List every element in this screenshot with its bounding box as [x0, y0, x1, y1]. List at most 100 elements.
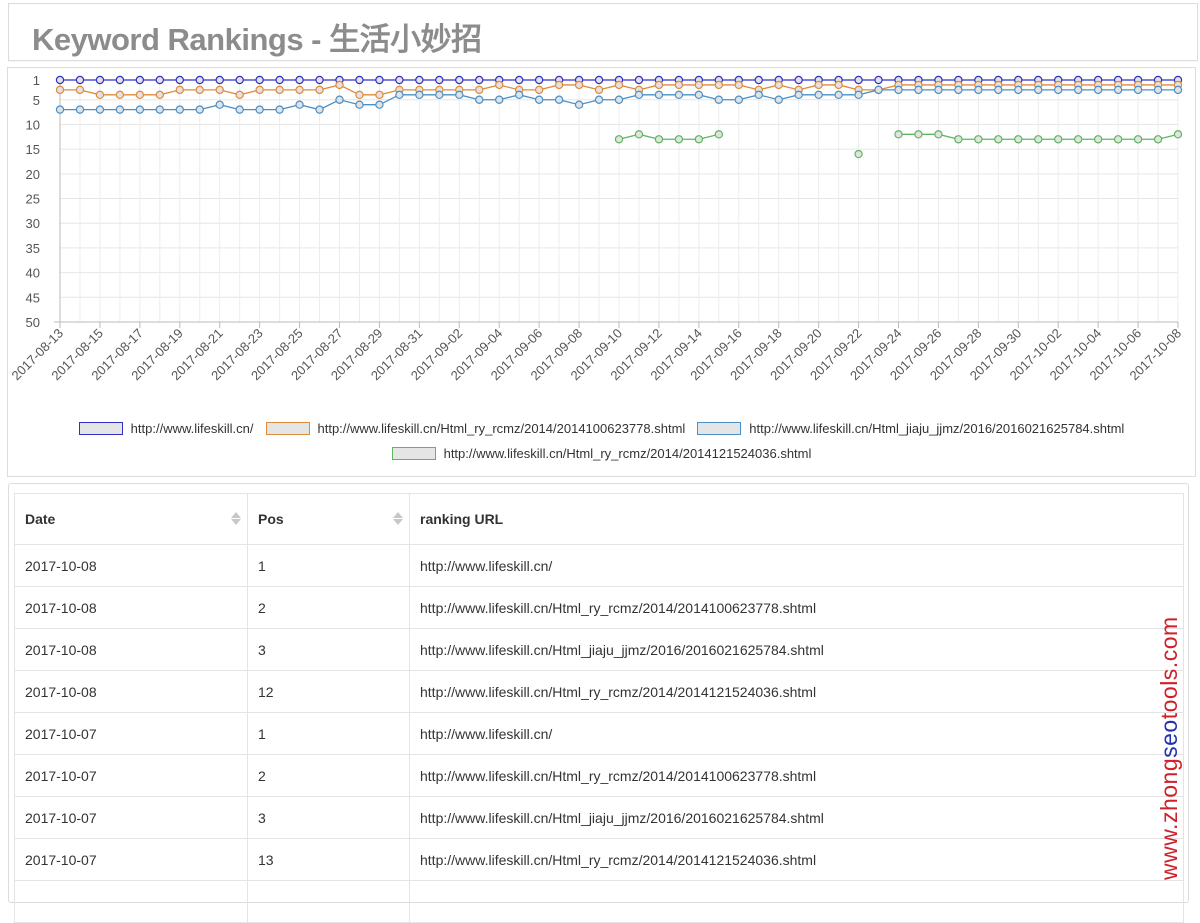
chart-legend: http://www.lifeskill.cn/http://www.lifes… [8, 418, 1195, 468]
data-point [235, 90, 244, 100]
cell-url [409, 880, 1184, 923]
legend-label: http://www.lifeskill.cn/Html_jiaju_jjmz/… [749, 421, 1125, 436]
cell-url: http://www.lifeskill.cn/Html_ry_rcmz/201… [409, 670, 1184, 713]
data-point [1153, 85, 1163, 95]
data-point [1113, 85, 1123, 95]
cell-date: 2017-10-07 [14, 796, 248, 839]
data-point [475, 85, 484, 95]
data-point [1054, 135, 1063, 144]
data-point [614, 95, 624, 104]
data-point [1133, 135, 1143, 144]
data-point [355, 100, 364, 109]
legend-item[interactable]: http://www.lifeskill.cn/ [78, 421, 254, 436]
data-point [554, 95, 564, 104]
data-point [1073, 85, 1083, 95]
data-point [255, 75, 264, 85]
legend-item[interactable]: http://www.lifeskill.cn/Html_jiaju_jjmz/… [697, 421, 1124, 436]
data-point [834, 80, 843, 90]
table-row: 2017-10-08 1 http://www.lifeskill.cn/ [14, 544, 1184, 587]
data-point [574, 100, 584, 109]
data-point [215, 100, 224, 109]
data-point [954, 85, 963, 95]
cell-date: 2017-10-07 [14, 754, 248, 797]
data-point [1173, 130, 1183, 139]
data-point [674, 90, 684, 100]
table-row: 2017-10-08 3 http://www.lifeskill.cn/Htm… [14, 628, 1184, 671]
table-header-row: Date Pos ranking URL [14, 493, 1184, 545]
data-point [135, 90, 145, 100]
data-point [75, 75, 85, 85]
data-point [954, 135, 963, 144]
data-point [634, 75, 644, 85]
data-point [754, 75, 763, 85]
data-point [495, 80, 504, 90]
data-point [1133, 85, 1143, 95]
data-point [175, 75, 184, 85]
cell-url: http://www.lifeskill.cn/ [409, 544, 1184, 587]
column-header-pos[interactable]: Pos [247, 493, 410, 545]
data-point [455, 90, 464, 100]
data-point [734, 95, 743, 104]
legend-label: http://www.lifeskill.cn/Html_ry_rcmz/201… [443, 446, 812, 461]
legend-item[interactable]: http://www.lifeskill.cn/Html_ry_rcmz/201… [265, 421, 685, 436]
data-point [674, 80, 684, 90]
legend-item[interactable]: http://www.lifeskill.cn/Html_ry_rcmz/201… [391, 446, 812, 461]
data-point [594, 95, 604, 104]
cell-url: http://www.lifeskill.cn/Html_ry_rcmz/201… [409, 754, 1184, 797]
page-title: Keyword Rankings - 生活小妙招 [32, 22, 482, 57]
data-point [335, 95, 344, 104]
data-point [814, 80, 823, 90]
data-point [514, 90, 524, 100]
y-tick-label: 50 [26, 315, 40, 330]
column-header-label: Pos [258, 511, 284, 527]
data-point [175, 105, 184, 114]
data-point [594, 85, 604, 95]
data-point [1073, 135, 1083, 144]
sort-icon[interactable] [393, 511, 403, 526]
data-point [435, 75, 444, 85]
cell-date: 2017-10-08 [14, 670, 248, 713]
data-point [934, 85, 943, 95]
data-point [95, 75, 105, 85]
chart-panel: 1 5 10 15 20 25 30 35 40 45 50 2017-08-13 2017-08-15… [7, 67, 1196, 477]
y-tick-label: 1 [33, 73, 40, 88]
y-tick-label: 40 [26, 266, 40, 281]
data-point [654, 90, 664, 100]
table-row: 2017-10-07 3 http://www.lifeskill.cn/Htm… [14, 796, 1184, 839]
data-point [554, 80, 564, 90]
title-panel: Keyword Rankings - 生活小妙招 [8, 3, 1198, 61]
series-line-3 [618, 133, 719, 140]
data-point [974, 85, 983, 95]
legend-swatch [697, 422, 742, 435]
data-point [55, 75, 65, 85]
data-point [115, 105, 125, 114]
y-tick-label: 25 [26, 192, 40, 207]
data-point [395, 75, 404, 85]
cell-date: 2017-10-07 [14, 712, 248, 755]
data-point [794, 75, 803, 85]
cell-pos [247, 880, 410, 923]
cell-date: 2017-10-07 [14, 838, 248, 881]
data-point [854, 149, 863, 159]
data-point [714, 130, 724, 139]
data-point [534, 85, 544, 95]
data-point [634, 130, 644, 139]
data-point [1173, 85, 1183, 95]
rankings-line-chart: 151015202530354045502017-08-132017-08-15… [8, 73, 1184, 383]
data-point [1034, 135, 1043, 144]
data-point [295, 75, 304, 85]
data-point [914, 85, 923, 95]
y-tick-label: 15 [26, 142, 40, 157]
cell-url: http://www.lifeskill.cn/Html_ry_rcmz/201… [409, 838, 1184, 881]
column-header-date[interactable]: Date [14, 493, 248, 545]
data-point [275, 85, 284, 95]
data-point [75, 105, 85, 114]
cell-pos: 13 [247, 838, 410, 881]
legend-swatch [78, 422, 123, 435]
data-point [1093, 85, 1103, 95]
sort-icon[interactable] [231, 511, 241, 526]
data-point [315, 105, 324, 114]
table-row: 2017-10-08 2 http://www.lifeskill.cn/Htm… [14, 586, 1184, 629]
data-point [1034, 85, 1043, 95]
data-point [854, 90, 863, 100]
